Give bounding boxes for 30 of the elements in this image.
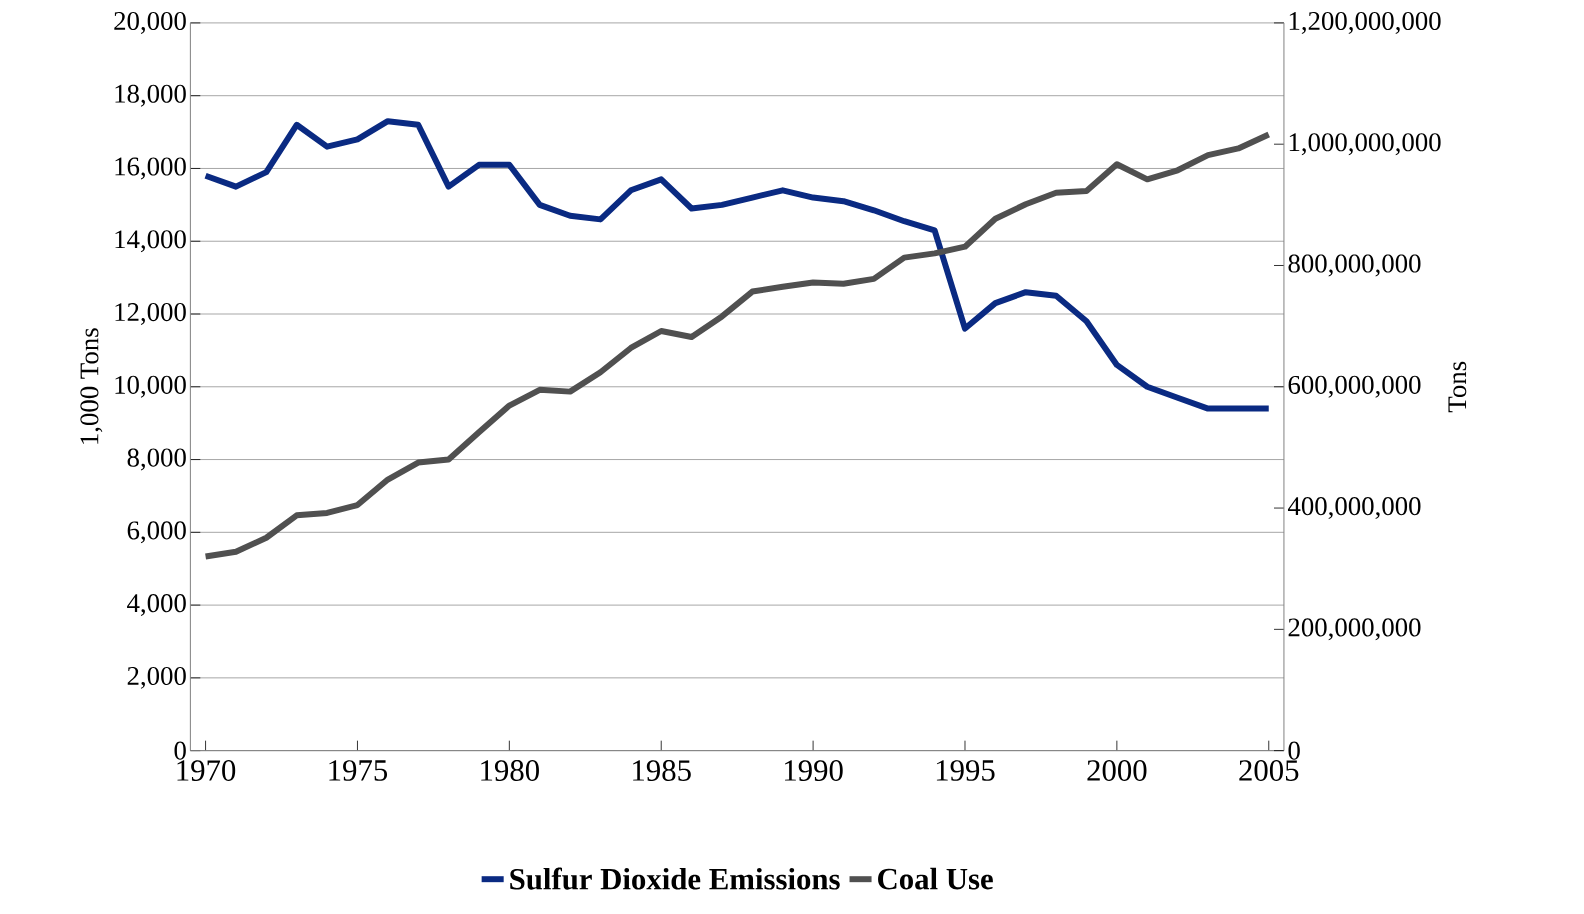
y-tick-label: 4,000 xyxy=(127,594,186,617)
y-tick-label: 14,000 xyxy=(115,230,186,253)
legend-label: Sulfur Dioxide Emissions xyxy=(510,867,840,890)
y-axis-title: 1,000 Tons xyxy=(80,328,103,444)
y-tick-label: 8,000 xyxy=(127,448,186,471)
x-tick-label: 1990 xyxy=(785,760,843,781)
x-tick-label: 1975 xyxy=(329,760,388,781)
y-tick-label: 6,000 xyxy=(127,521,186,544)
y2-tick-label: 0 xyxy=(1288,741,1300,760)
y-tick-label: 2,000 xyxy=(127,666,186,689)
y2-tick-label: 400,000,000 xyxy=(1287,497,1421,519)
x-tick-label: 1985 xyxy=(633,760,691,781)
y2-tick-label: 800,000,000 xyxy=(1288,254,1421,277)
y-tick-label: 18,000 xyxy=(115,84,186,107)
y-tick-label: 20,000 xyxy=(114,11,186,34)
y-tick-label: 16,000 xyxy=(115,157,186,180)
x-tick-label: 2005 xyxy=(1239,760,1299,781)
y-tick-label: 10,000 xyxy=(115,375,186,398)
y2-tick-label: 1,000,000,000 xyxy=(1289,133,1441,156)
y2-axis-title: Tons xyxy=(1448,361,1467,413)
x-tick-label: 1970 xyxy=(177,760,236,781)
y2-tick-label: 600,000,000 xyxy=(1288,375,1421,398)
x-tick-label: 1995 xyxy=(936,760,995,781)
y2-tick-label: 1,200,000,000 xyxy=(1289,11,1441,34)
legend-label: Coal Use xyxy=(878,867,993,890)
y-tick-label: 0 xyxy=(174,741,186,760)
x-tick-label: 2000 xyxy=(1087,760,1147,781)
y2-tick-label: 200,000,000 xyxy=(1288,618,1421,641)
x-tick-label: 1980 xyxy=(481,760,539,781)
y-tick-label: 12,000 xyxy=(115,302,186,325)
